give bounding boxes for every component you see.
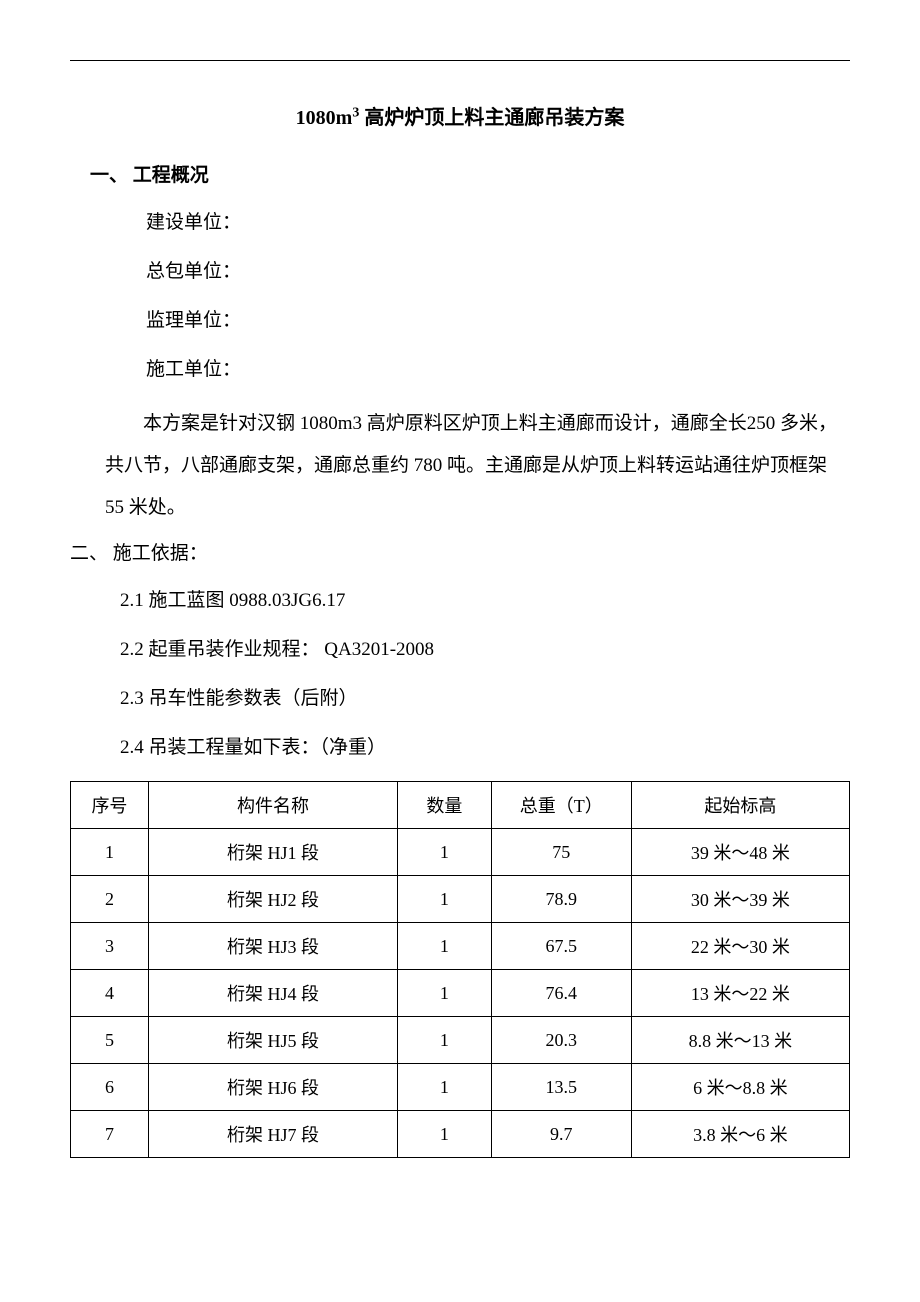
cell-height: 30 米～39 米 bbox=[631, 876, 849, 923]
document-title: 1080m3 高炉炉顶上料主通廊吊装方案 bbox=[70, 101, 850, 130]
top-divider bbox=[70, 60, 850, 61]
col-header-seq: 序号 bbox=[71, 782, 149, 829]
table-row: 6桁架 HJ6 段113.56 米～8.8 米 bbox=[71, 1064, 850, 1111]
cell-seq: 1 bbox=[71, 829, 149, 876]
cell-qty: 1 bbox=[398, 1111, 491, 1158]
cell-height: 8.8 米～13 米 bbox=[631, 1017, 849, 1064]
table-row: 5桁架 HJ5 段120.38.8 米～13 米 bbox=[71, 1017, 850, 1064]
construction-company-label: 施工单位： bbox=[70, 354, 850, 381]
cell-name: 桁架 HJ1 段 bbox=[148, 829, 397, 876]
sub-item-2-2: 2.2 起重吊装作业规程： QA3201-2008 bbox=[70, 634, 850, 661]
supervision-unit-label: 监理单位： bbox=[70, 305, 850, 332]
cell-seq: 3 bbox=[71, 923, 149, 970]
table-row: 7桁架 HJ7 段19.73.8 米～6 米 bbox=[71, 1111, 850, 1158]
lifting-quantities-table: 序号 构件名称 数量 总重（T） 起始标高 1桁架 HJ1 段17539 米～4… bbox=[70, 781, 850, 1158]
cell-qty: 1 bbox=[398, 923, 491, 970]
cell-weight: 20.3 bbox=[491, 1017, 631, 1064]
cell-qty: 1 bbox=[398, 970, 491, 1017]
cell-height: 13 米～22 米 bbox=[631, 970, 849, 1017]
table-row: 3桁架 HJ3 段167.522 米～30 米 bbox=[71, 923, 850, 970]
construction-unit-label: 建设单位： bbox=[70, 207, 850, 234]
cell-height: 6 米～8.8 米 bbox=[631, 1064, 849, 1111]
cell-weight: 67.5 bbox=[491, 923, 631, 970]
col-header-name: 构件名称 bbox=[148, 782, 397, 829]
cell-height: 22 米～30 米 bbox=[631, 923, 849, 970]
cell-weight: 9.7 bbox=[491, 1111, 631, 1158]
cell-qty: 1 bbox=[398, 1017, 491, 1064]
general-contractor-label: 总包单位： bbox=[70, 256, 850, 283]
cell-seq: 4 bbox=[71, 970, 149, 1017]
sub-item-2-3: 2.3 吊车性能参数表（后附） bbox=[70, 683, 850, 710]
section-2-header: 二、 施工依据： bbox=[70, 538, 850, 565]
cell-name: 桁架 HJ6 段 bbox=[148, 1064, 397, 1111]
col-header-height: 起始标高 bbox=[631, 782, 849, 829]
cell-name: 桁架 HJ2 段 bbox=[148, 876, 397, 923]
section-1-header: 一、 工程概况 bbox=[70, 160, 850, 187]
title-suffix: 高炉炉顶上料主通廊吊装方案 bbox=[359, 107, 624, 129]
cell-name: 桁架 HJ7 段 bbox=[148, 1111, 397, 1158]
table-header-row: 序号 构件名称 数量 总重（T） 起始标高 bbox=[71, 782, 850, 829]
cell-seq: 6 bbox=[71, 1064, 149, 1111]
cell-height: 39 米～48 米 bbox=[631, 829, 849, 876]
cell-weight: 75 bbox=[491, 829, 631, 876]
table-row: 2桁架 HJ2 段178.930 米～39 米 bbox=[71, 876, 850, 923]
sub-item-2-1: 2.1 施工蓝图 0988.03JG6.17 bbox=[70, 585, 850, 612]
title-prefix: 1080m bbox=[296, 107, 353, 129]
col-header-weight: 总重（T） bbox=[491, 782, 631, 829]
section-1-body: 本方案是针对汉钢 1080m3 高炉原料区炉顶上料主通廊而设计，通廊全长250 … bbox=[70, 403, 850, 528]
cell-weight: 76.4 bbox=[491, 970, 631, 1017]
cell-seq: 7 bbox=[71, 1111, 149, 1158]
cell-seq: 5 bbox=[71, 1017, 149, 1064]
cell-qty: 1 bbox=[398, 829, 491, 876]
cell-qty: 1 bbox=[398, 1064, 491, 1111]
cell-weight: 13.5 bbox=[491, 1064, 631, 1111]
table-row: 1桁架 HJ1 段17539 米～48 米 bbox=[71, 829, 850, 876]
cell-seq: 2 bbox=[71, 876, 149, 923]
cell-name: 桁架 HJ3 段 bbox=[148, 923, 397, 970]
cell-name: 桁架 HJ5 段 bbox=[148, 1017, 397, 1064]
col-header-qty: 数量 bbox=[398, 782, 491, 829]
cell-weight: 78.9 bbox=[491, 876, 631, 923]
cell-name: 桁架 HJ4 段 bbox=[148, 970, 397, 1017]
cell-qty: 1 bbox=[398, 876, 491, 923]
sub-item-2-4: 2.4 吊装工程量如下表：（净重） bbox=[70, 732, 850, 759]
table-body: 1桁架 HJ1 段17539 米～48 米2桁架 HJ2 段178.930 米～… bbox=[71, 829, 850, 1158]
cell-height: 3.8 米～6 米 bbox=[631, 1111, 849, 1158]
table-row: 4桁架 HJ4 段176.413 米～22 米 bbox=[71, 970, 850, 1017]
